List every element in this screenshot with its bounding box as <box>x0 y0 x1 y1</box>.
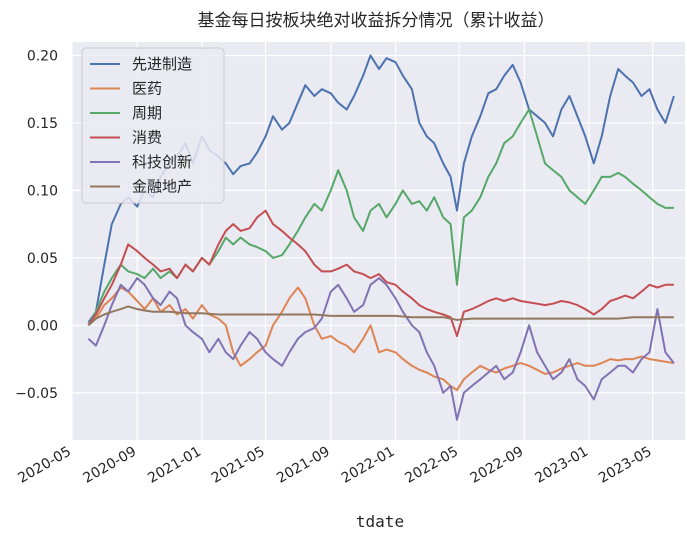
y-tick-label: −0.05 <box>15 386 58 402</box>
y-tick-label: 0.15 <box>27 116 58 132</box>
chart-title: 基金每日按板块绝对收益拆分情况（累计收益） <box>198 11 555 31</box>
series-line <box>87 286 675 392</box>
series-lines <box>87 54 675 421</box>
series-line <box>87 209 674 338</box>
series-line <box>87 277 675 421</box>
y-tick-label: 0.10 <box>27 183 58 199</box>
legend-label: 先进制造 <box>132 55 192 73</box>
y-tick-label: 0.20 <box>27 48 58 64</box>
legend-label: 医药 <box>132 80 162 98</box>
legend-label: 周期 <box>132 104 162 122</box>
y-axis-ticks: −0.05 0.00 0.05 0.10 0.15 0.20 <box>15 48 58 401</box>
legend-label: 金融地产 <box>132 178 192 196</box>
y-tick-label: 0.05 <box>27 251 58 267</box>
y-tick-label: 0.00 <box>27 318 58 334</box>
legend-label: 消费 <box>132 129 162 147</box>
legend-label: 科技创新 <box>132 153 192 171</box>
x-axis-label: tdate <box>356 512 404 531</box>
series-line <box>87 305 674 327</box>
legend-box <box>81 47 225 204</box>
